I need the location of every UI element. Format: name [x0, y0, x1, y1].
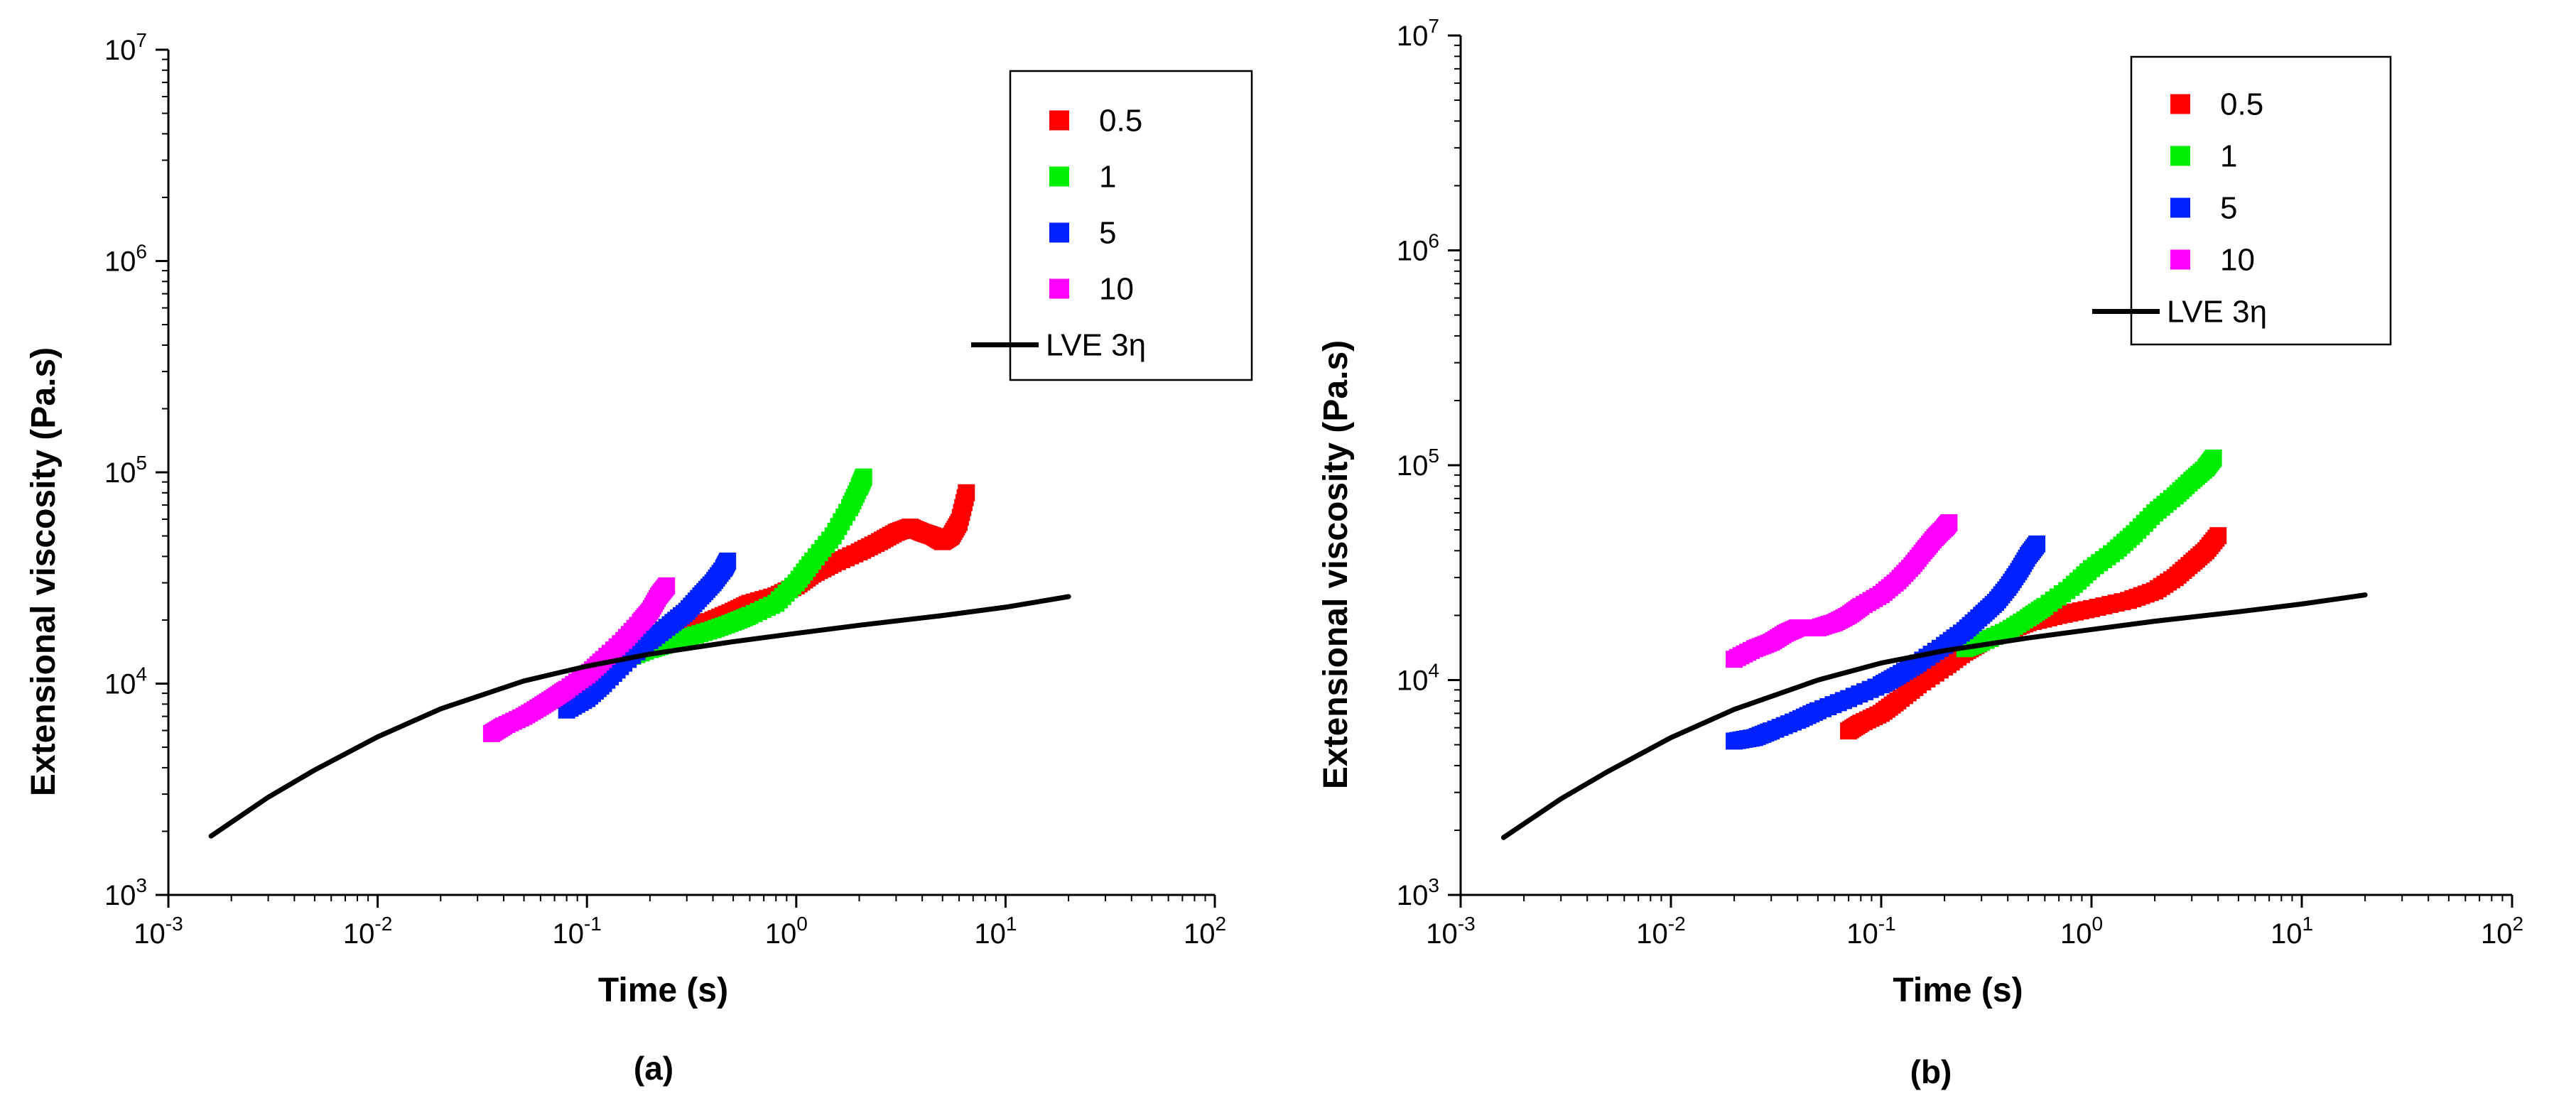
- data-point: [658, 577, 676, 594]
- legend-swatch: [2170, 94, 2190, 114]
- x-tick-label: 101: [974, 913, 1017, 950]
- y-tick-label: 105: [104, 452, 147, 489]
- legend-label: LVE 3η: [1046, 328, 1146, 363]
- y-tick-label: 104: [1397, 660, 1439, 697]
- y-tick-label: 106: [1397, 230, 1439, 267]
- data-point: [719, 553, 737, 570]
- series-10: [482, 577, 676, 742]
- x-tick-label: 100: [2060, 913, 2103, 950]
- x-tick-label: 100: [765, 913, 808, 950]
- x-tick-label: 10-3: [1426, 913, 1475, 950]
- series-line-lve: [1500, 592, 2368, 840]
- x-tick-label: 102: [2481, 913, 2523, 950]
- legend-label: 10: [1099, 272, 1134, 307]
- x-tick-label: 10-1: [1846, 913, 1895, 950]
- legend-label: 0.5: [2220, 87, 2263, 122]
- data-point: [2028, 535, 2046, 553]
- legend-swatch: [2170, 146, 2190, 166]
- x-tick-label: 10-3: [134, 913, 183, 950]
- chart-panel-b: 10-3 10-2 10-1 100 101 102103104105106107Time…: [1317, 15, 2523, 1090]
- legend-swatch: [1049, 110, 1069, 131]
- y-tick-label: 104: [104, 663, 147, 700]
- x-tick-label: 10-2: [343, 913, 392, 950]
- legend-label: 5: [1099, 216, 1116, 251]
- data-point: [855, 468, 872, 486]
- series-1: [1956, 449, 2222, 658]
- data-point: [958, 484, 975, 501]
- y-axis-title: Extensional viscosity (Pa.s): [1317, 340, 1355, 789]
- legend-swatch: [1049, 278, 1069, 299]
- series-10: [1726, 514, 1958, 668]
- x-tick-label: 10-1: [552, 913, 601, 950]
- legend-label: 10: [2220, 243, 2255, 278]
- legend: 0.5 1 5 10 LVE 3η: [2092, 55, 2392, 346]
- legend-swatch: [1049, 166, 1069, 187]
- panel-label: (b): [1910, 1053, 1952, 1090]
- series-line-lve: [208, 594, 1071, 839]
- y-tick-label: 103: [1397, 874, 1439, 911]
- x-axis-title: Time (s): [1893, 972, 2023, 1009]
- x-tick-label: 101: [2271, 913, 2313, 950]
- legend-label: LVE 3η: [2167, 295, 2267, 330]
- legend-swatch: [2170, 249, 2190, 270]
- legend: 0.5 1 5 10 LVE 3η: [971, 70, 1253, 381]
- chart-panel-a: 10-3 10-2 10-1 100 101 102103104105106107Time…: [25, 29, 1253, 1087]
- series-5: [558, 553, 737, 719]
- data-point: [2204, 449, 2222, 467]
- y-tick-label: 106: [104, 241, 147, 278]
- y-tick-label: 103: [104, 874, 147, 911]
- legend-swatch: [2170, 197, 2190, 218]
- legend-label: 5: [2220, 191, 2237, 226]
- y-axis-title: Extensional viscosity (Pa.s): [25, 347, 63, 796]
- series-5: [1726, 535, 2046, 750]
- data-point: [1940, 514, 1958, 531]
- legend-label: 1: [2220, 139, 2237, 174]
- y-tick-label: 105: [1397, 445, 1439, 482]
- legend-swatch: [1049, 222, 1069, 243]
- y-tick-label: 107: [1397, 15, 1439, 52]
- legend-label: 0.5: [1099, 104, 1142, 138]
- data-point: [2209, 527, 2227, 545]
- y-tick-label: 107: [104, 29, 147, 66]
- x-axis-title: Time (s): [598, 972, 728, 1009]
- legend-label: 1: [1099, 160, 1116, 195]
- x-tick-label: 102: [1184, 913, 1226, 950]
- x-tick-label: 10-2: [1636, 913, 1685, 950]
- panel-label: (a): [634, 1050, 673, 1087]
